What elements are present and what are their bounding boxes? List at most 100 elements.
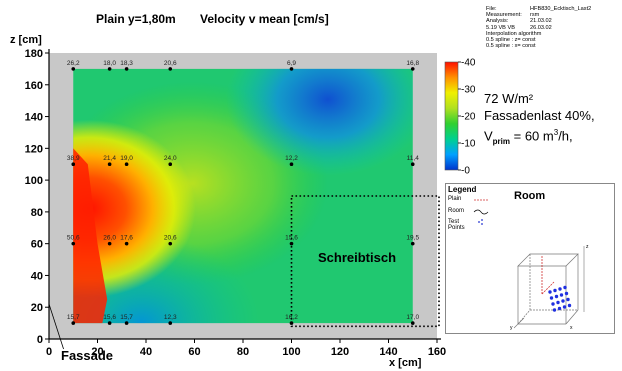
measurement-point (410, 241, 415, 246)
measurement-value: 38,9 (67, 155, 80, 162)
room-test-point (558, 287, 562, 291)
x-tick-label: 140 (379, 346, 397, 358)
room-test-point (551, 302, 555, 306)
room-test-point (563, 285, 567, 290)
measurement-value: 17,0 (406, 314, 419, 321)
note-line-2: Fassadenlast 40%, (484, 108, 595, 123)
colorbar-tick-label: -20 (461, 112, 476, 123)
y-tick-label: 40 (31, 270, 43, 282)
facade-label: Fassade (61, 348, 114, 363)
measurement-value: 20,6 (164, 235, 177, 242)
x-tick-label: 20 (91, 346, 103, 358)
measurement-value: 12,3 (164, 314, 177, 321)
measurement-point (71, 67, 76, 71)
measurement-point (107, 241, 112, 246)
note-line-3: Vprim = 60 m3/h, (484, 128, 573, 146)
measurement-value: 15,7 (67, 314, 80, 321)
measurement-value: 20,6 (164, 60, 177, 67)
y-tick-label: 180 (25, 48, 43, 60)
measurement-point (410, 162, 415, 167)
measurement-value: 16,8 (406, 60, 419, 67)
measurement-point (410, 321, 415, 325)
measurement-value: 24,0 (164, 155, 177, 162)
x-tick-label: 120 (331, 346, 349, 358)
meta-line: Analysis: 21.03.02 (486, 18, 552, 25)
y-tick-label: 80 (31, 207, 43, 219)
x-tick-label: 40 (140, 346, 152, 358)
x-tick-label: 160 (428, 346, 446, 358)
measurement-value: 50,6 (67, 235, 80, 242)
meta-line: Interpolation algorithm (486, 30, 542, 37)
x-axis-label: x [cm] (389, 357, 422, 369)
x-tick-label: 100 (282, 346, 300, 358)
room-test-point (549, 296, 554, 300)
measurement-value: 11,4 (407, 155, 420, 162)
room-test-point (552, 308, 557, 312)
meta-line: 0.5 spline : z= const (486, 37, 536, 44)
y-tick-label: 20 (31, 302, 43, 314)
measurement-value: 15,7 (120, 314, 133, 321)
y-axis-label: z [cm] (10, 34, 42, 46)
measurement-point (168, 241, 173, 246)
measurement-point (124, 162, 129, 167)
plane-title: Plain y=1,80m (96, 12, 176, 26)
measurement-value: 6,9 (287, 60, 296, 67)
room-test-point (553, 288, 557, 293)
measurement-point (410, 67, 415, 71)
colorbar-tick-label: -30 (461, 85, 476, 96)
room-title: Room (514, 190, 546, 202)
load-note: 72 W/m² Fassadenlast 40%, Vprim = 60 m3/… (484, 90, 595, 150)
facade-pointer (48, 303, 64, 350)
measurement-value: 18,3 (120, 60, 133, 67)
room-test-point (557, 306, 562, 311)
y-tick-label: 140 (25, 112, 43, 124)
colorbar-tick-label: -40 (461, 58, 476, 69)
measurement-point (168, 67, 173, 71)
legend-title: Legend (448, 185, 477, 194)
measurement-point (124, 67, 129, 71)
room-axis-z: z (586, 244, 589, 250)
measurement-value: 18,0 (103, 60, 116, 67)
measurement-point (107, 321, 112, 325)
legend-item-plain: Plain (448, 196, 462, 202)
measurement-value: 17,6 (120, 235, 133, 242)
room-test-point (564, 291, 569, 296)
room-test-point (556, 300, 560, 305)
measurement-point (71, 241, 76, 246)
colorbar (444, 61, 459, 171)
room-test-point (566, 297, 570, 302)
measurement-point (71, 321, 76, 325)
meta-line: Measurement: rsm (486, 12, 540, 19)
chart-title: Velocity v mean [cm/s] (200, 12, 329, 26)
measurement-value: 21,4 (103, 155, 116, 162)
meta-line: File: HFB830_Ecktisch_Last2 (486, 6, 592, 12)
legend-panel: Legend Room Plain Room Test Points z y x (445, 183, 615, 334)
measurement-value: 15,6 (103, 314, 116, 321)
measurement-point (289, 162, 294, 167)
room-test-point (559, 293, 564, 297)
y-tick-label: 100 (25, 175, 43, 187)
room-axis-y: y (510, 325, 513, 331)
x-tick-label: 0 (46, 346, 52, 358)
colorbar-tick-label: -10 (461, 139, 476, 150)
measurement-value: 26,2 (67, 60, 80, 67)
y-tick-label: 120 (25, 143, 43, 155)
desk-region (290, 195, 440, 328)
room-test-point (567, 303, 572, 308)
note-line-1: 72 W/m² (484, 91, 534, 106)
measurement-value: 12,2 (285, 155, 298, 162)
meta-info: File: HFB830_Ecktisch_Last2 Measurement: rs… (486, 6, 591, 49)
y-tick-label: 0 (37, 334, 43, 346)
room-test-point (554, 294, 559, 299)
measurement-point (124, 241, 129, 246)
room-test-point (562, 305, 567, 309)
desk-label: Schreibtisch (318, 250, 397, 265)
measurement-point (107, 67, 112, 71)
measurement-point (71, 162, 76, 167)
room-test-point (548, 290, 552, 294)
measurement-point (289, 67, 294, 71)
measurement-point (124, 321, 129, 325)
x-tick-label: 60 (188, 346, 200, 358)
measurement-point (289, 241, 294, 246)
